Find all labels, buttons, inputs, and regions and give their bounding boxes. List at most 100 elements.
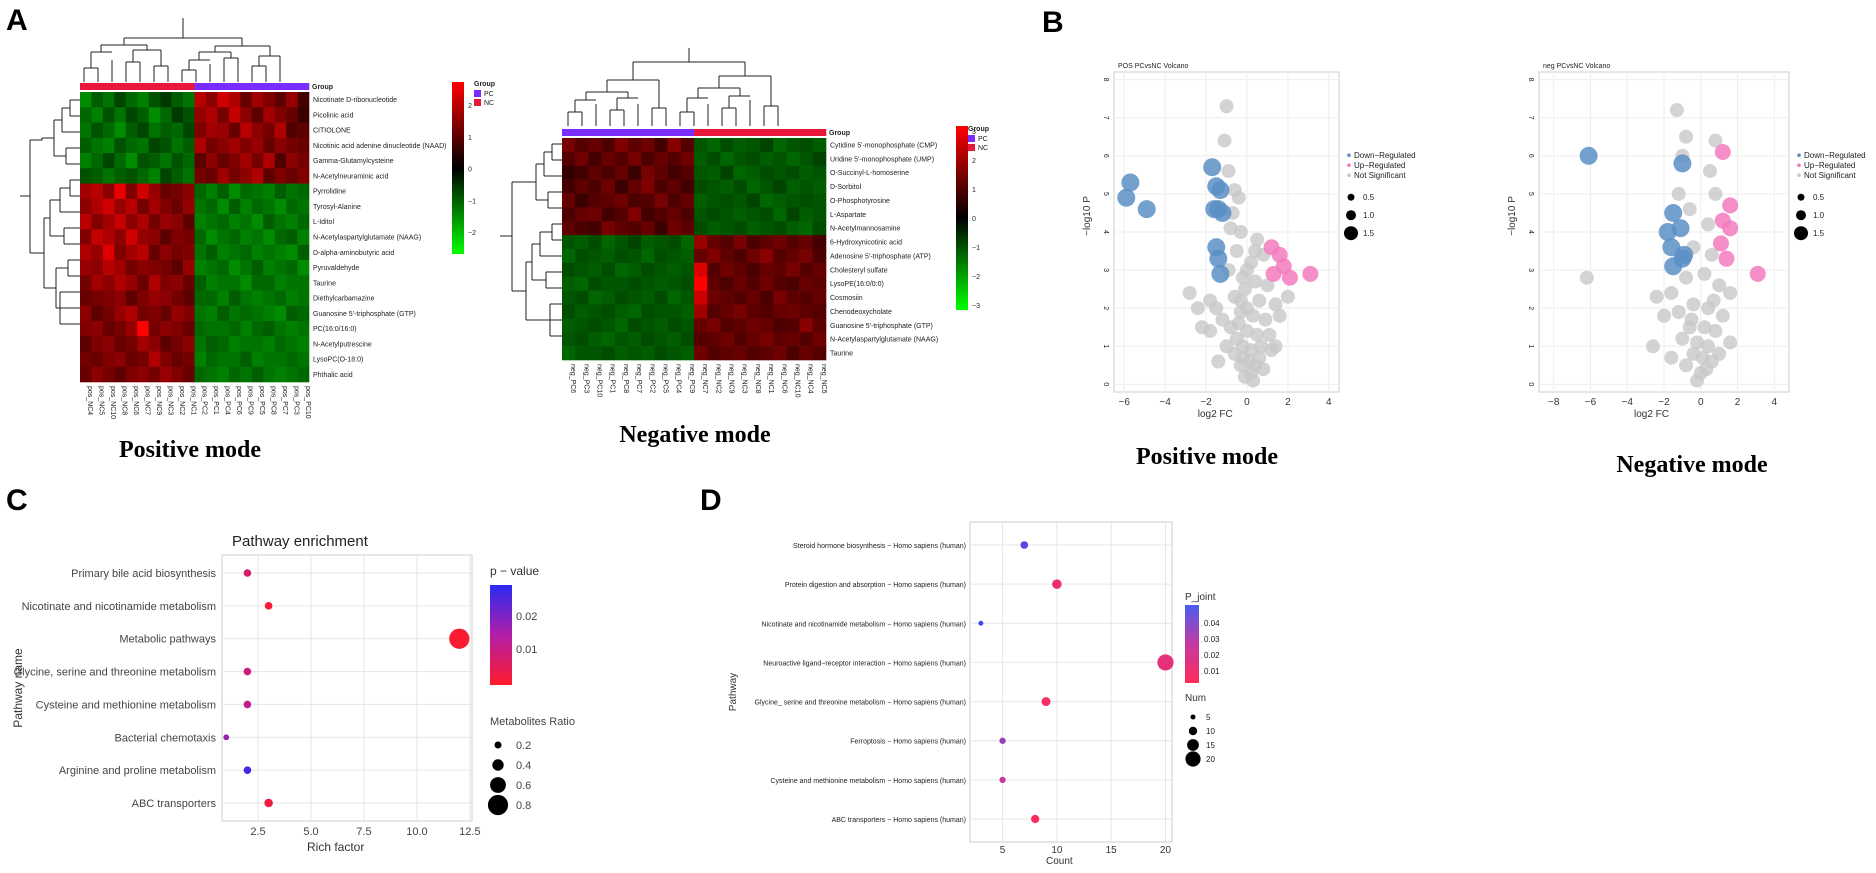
pvalue-legend-tick: 0.02 <box>516 611 537 623</box>
group-bar-cell <box>720 129 734 136</box>
joint-point <box>1157 654 1174 671</box>
heatmap-cell <box>614 207 629 222</box>
joint-category-label: Protein digestion and absorption − Homo … <box>785 582 966 589</box>
volcano-x-tick: −8 <box>1548 397 1560 408</box>
volcano-x-tick: 4 <box>1326 397 1332 408</box>
pathway-point <box>243 667 252 676</box>
volcano-x-tick: −2 <box>1658 397 1670 408</box>
group-legend-label: NC <box>484 100 494 107</box>
heatmap-cell <box>160 183 172 200</box>
heatmap-cell <box>562 207 576 222</box>
heatmap-cell <box>694 276 708 291</box>
pathway-x-tick: 2.5 <box>250 826 265 838</box>
heatmap-cell <box>601 207 616 222</box>
dendrograms <box>20 18 779 337</box>
heatmap-cell <box>125 275 138 291</box>
heatmap-cell <box>228 366 241 383</box>
heatmap-cell <box>137 198 149 215</box>
heatmap-col-label: neg_NC6 <box>780 364 787 394</box>
heatmap-cell <box>786 207 800 222</box>
heatmap-cell <box>799 207 814 222</box>
heatmap-cell <box>91 229 104 245</box>
volcano-point-up <box>1302 265 1319 282</box>
heatmap-cell <box>183 214 195 230</box>
heatmap-cell <box>194 198 207 215</box>
heatmap-col-label: pos_NC4 <box>86 386 93 415</box>
heatmap-cell <box>773 249 787 264</box>
volcano-x-label: log2 FC <box>1634 409 1669 420</box>
heatmap-cell <box>786 276 800 291</box>
heatmap-cell <box>240 122 253 139</box>
volcano-point-ns <box>1645 339 1660 354</box>
heatmap-row-label: Tyrosyl-Alanine <box>313 204 361 211</box>
heatmap-cell <box>240 290 253 306</box>
heatmap-cell <box>240 92 253 108</box>
heatmap-cell <box>286 366 298 383</box>
volcano-point-ns <box>1701 339 1716 354</box>
volcano-legend-swatch <box>1347 153 1351 157</box>
pathway-point <box>449 628 470 649</box>
heatmap-cell <box>194 153 207 169</box>
heatmap-cell <box>720 207 734 222</box>
volcano-size-swatch <box>1796 210 1806 221</box>
volcano-point-ns <box>1231 316 1246 331</box>
heatmap-cell <box>228 351 241 368</box>
volcano-size-label: 0.5 <box>1363 193 1375 202</box>
heatmap-cell <box>760 165 774 180</box>
heatmap-cell <box>171 122 184 139</box>
heatmap-cell <box>654 207 668 222</box>
heatmap-cell <box>263 351 275 368</box>
heatmap-cell <box>601 332 616 347</box>
heatmap-cell <box>562 318 576 333</box>
heatmap-cell <box>80 229 92 245</box>
heatmap-cell <box>91 336 104 352</box>
heatmap-cell <box>148 92 161 108</box>
volcano-point-up <box>1718 250 1735 267</box>
heatmap-cell <box>628 346 642 361</box>
heatmap-cell <box>194 107 207 123</box>
heatmap-cell <box>251 351 264 368</box>
heatmap-cell <box>217 137 230 154</box>
heatmap-cell <box>562 165 576 180</box>
heatmap-cell <box>588 207 602 222</box>
heatmap-heatmap_neg: Group Cytidine 5'-monophosphate (CMP) Urid… <box>562 126 989 398</box>
heatmap-col-label: pos_PC8 <box>269 386 276 415</box>
volcano-point-ns <box>1182 285 1197 300</box>
heatmap-cell <box>641 151 655 167</box>
group-bar-cell <box>799 129 814 136</box>
ratio-legend-swatch <box>487 794 509 816</box>
heatmap-cell <box>80 336 92 352</box>
heatmap-cell <box>720 179 734 194</box>
joint-point <box>1031 814 1040 824</box>
heatmap-cell <box>217 259 230 276</box>
heatmap-col-label: pos_NC9 <box>155 386 162 415</box>
heatmap-cell <box>274 366 287 383</box>
volcano-legend-label: Up−Regulated <box>1804 161 1855 170</box>
heatmap-cell <box>628 290 642 305</box>
volcano-point-ns <box>1649 289 1664 304</box>
heatmap-cell <box>274 153 287 169</box>
volcano-point-down <box>1675 245 1694 264</box>
heatmap-cell <box>297 366 310 383</box>
heatmap-cell <box>297 336 310 352</box>
joint-category-label: Steroid hormone biosynthesis − Homo sapi… <box>793 543 966 550</box>
heatmap-cell <box>733 207 748 222</box>
heatmap-cell <box>812 304 827 319</box>
colorbar-tick-label: −3 <box>972 303 980 310</box>
heatmap-cell <box>160 305 172 322</box>
heatmap-cell <box>760 179 774 194</box>
ratio-legend-swatch <box>494 741 502 749</box>
heatmap-cell <box>125 351 138 368</box>
heatmap-cell <box>588 221 602 236</box>
volcano-point-ns <box>1690 335 1705 350</box>
heatmap-cell <box>80 214 92 230</box>
heatmap-cell <box>614 221 629 236</box>
heatmap-heatmap_pos: Group Nicotinate D-ribonucleotide Picolini… <box>80 81 495 419</box>
group-bar-cell <box>733 129 748 136</box>
heatmap-cell <box>183 92 195 108</box>
heatmap-cell <box>654 262 668 278</box>
heatmap-cell <box>274 290 287 306</box>
heatmap-neg-colorbar <box>956 126 968 310</box>
heatmap-cell <box>171 290 184 306</box>
heatmap-cell <box>125 183 138 200</box>
